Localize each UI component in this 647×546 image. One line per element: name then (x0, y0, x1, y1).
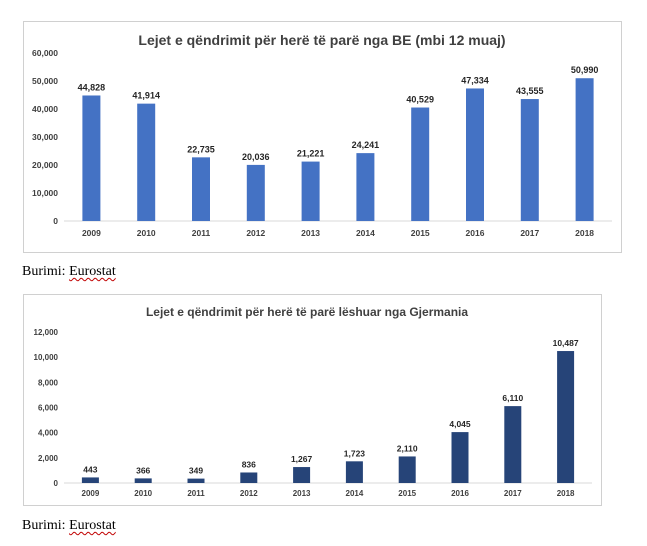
bar-2018 (575, 78, 594, 221)
bar-value-label: 1,723 (344, 448, 366, 458)
bar-value-label: 2,110 (397, 443, 418, 453)
source-name: Eurostat (69, 518, 116, 533)
bar-2015 (411, 107, 430, 221)
bar-2014 (345, 461, 363, 483)
y-tick-label: 30,000 (32, 132, 58, 142)
x-tick-label: 2013 (301, 228, 320, 238)
bar-2009 (81, 477, 99, 483)
x-tick-label: 2016 (451, 489, 469, 498)
bar-value-label: 41,914 (132, 91, 160, 101)
bar-2018 (557, 351, 575, 483)
bar-value-label: 443 (83, 464, 97, 474)
x-tick-label: 2010 (137, 228, 156, 238)
bar-value-label: 50,990 (571, 65, 599, 75)
bar-2016 (451, 432, 469, 483)
bar-value-label: 6,110 (502, 393, 523, 403)
chart-title: Lejet e qëndrimit për herë të parë nga B… (138, 32, 505, 48)
chart-germany-residence-permits: Lejet e qëndrimit për herë të parë lëshu… (23, 294, 602, 506)
chart-eu-svg: Lejet e qëndrimit për herë të parë nga B… (32, 32, 612, 238)
bar-value-label: 1,267 (291, 454, 313, 464)
chart-germany-svg: Lejet e qëndrimit për herë të parë lëshu… (34, 305, 592, 498)
bar-value-label: 24,241 (352, 140, 380, 150)
bar-2010 (134, 478, 152, 483)
bar-value-label: 20,036 (242, 152, 270, 162)
y-tick-label: 6,000 (38, 404, 59, 413)
x-tick-label: 2015 (398, 489, 416, 498)
source-note-2: Burimi: Eurostat (22, 518, 116, 534)
chart-title: Lejet e qëndrimit për herë të parë lëshu… (146, 305, 468, 319)
x-tick-label: 2009 (82, 228, 101, 238)
y-tick-label: 8,000 (38, 378, 59, 387)
x-tick-label: 2011 (192, 228, 211, 238)
bar-value-label: 4,045 (449, 419, 471, 429)
y-tick-label: 60,000 (32, 48, 58, 58)
bar-value-label: 366 (136, 465, 150, 475)
bar-2013 (293, 467, 311, 483)
bar-2012 (240, 472, 258, 483)
bar-value-label: 349 (189, 466, 203, 476)
y-tick-label: 2,000 (38, 454, 59, 463)
bar-2016 (466, 88, 484, 221)
y-tick-label: 4,000 (38, 429, 59, 438)
bar-value-label: 43,555 (516, 86, 544, 96)
source-prefix: Burimi: (22, 518, 70, 533)
x-tick-label: 2018 (575, 228, 594, 238)
y-tick-label: 10,000 (34, 353, 59, 362)
source-note-1: Burimi: Eurostat (22, 264, 116, 280)
bar-2017 (504, 406, 522, 483)
bar-2017 (520, 99, 539, 221)
x-tick-label: 2012 (240, 489, 258, 498)
chart-eu-residence-permits: Lejet e qëndrimit për herë të parë nga B… (23, 21, 622, 253)
bar-value-label: 22,735 (187, 144, 215, 154)
x-tick-label: 2017 (504, 489, 522, 498)
y-tick-label: 40,000 (32, 104, 58, 114)
bar-2010 (137, 103, 156, 221)
x-tick-label: 2014 (346, 489, 364, 498)
bar-value-label: 10,487 (553, 338, 579, 348)
x-tick-label: 2016 (466, 228, 485, 238)
x-tick-label: 2011 (187, 489, 205, 498)
x-tick-label: 2012 (246, 228, 265, 238)
y-tick-label: 0 (54, 479, 59, 488)
x-tick-label: 2010 (134, 489, 152, 498)
bar-2011 (187, 478, 205, 483)
y-tick-label: 50,000 (32, 76, 58, 86)
bar-value-label: 40,529 (406, 95, 434, 105)
y-tick-label: 10,000 (32, 188, 58, 198)
y-tick-label: 20,000 (32, 160, 58, 170)
x-tick-label: 2009 (82, 489, 100, 498)
bar-2011 (192, 157, 210, 221)
y-tick-label: 12,000 (34, 328, 59, 337)
x-tick-label: 2015 (411, 228, 430, 238)
bar-2009 (82, 95, 101, 221)
bar-2014 (356, 153, 375, 221)
x-tick-label: 2018 (557, 489, 575, 498)
source-name: Eurostat (69, 264, 116, 279)
bar-2013 (301, 161, 320, 221)
x-tick-label: 2017 (520, 228, 539, 238)
bar-value-label: 21,221 (297, 149, 325, 159)
bar-value-label: 836 (242, 459, 256, 469)
bar-2015 (398, 456, 416, 483)
bar-value-label: 47,334 (461, 75, 489, 85)
bar-value-label: 44,828 (78, 82, 106, 92)
source-prefix: Burimi: (22, 264, 70, 279)
y-tick-label: 0 (53, 216, 58, 226)
x-tick-label: 2014 (356, 228, 375, 238)
bar-2012 (246, 164, 265, 221)
x-tick-label: 2013 (293, 489, 311, 498)
